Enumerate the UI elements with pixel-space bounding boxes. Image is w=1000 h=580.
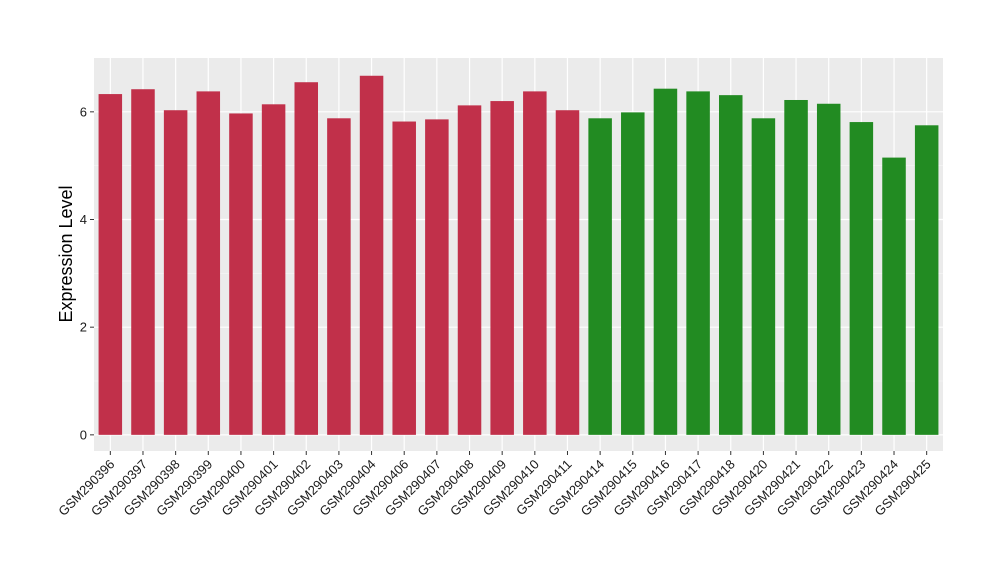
x-axis: GSM290396GSM290397GSM290398GSM290399GSM2… (55, 451, 934, 519)
bar (816, 103, 841, 435)
bar (849, 122, 874, 435)
y-axis-title: Expression Level (56, 185, 76, 322)
y-tick-label: 4 (80, 212, 87, 227)
bar (359, 75, 384, 435)
bar (653, 88, 678, 435)
bar (523, 91, 547, 435)
bar (425, 119, 449, 435)
bar (261, 104, 286, 435)
y-axis: 0 2 4 6 (80, 104, 94, 442)
bar (327, 118, 351, 435)
bar (457, 105, 482, 435)
y-tick-label: 2 (80, 320, 87, 335)
bars (98, 75, 939, 435)
bar (751, 118, 776, 435)
bar (686, 91, 710, 435)
bar (392, 121, 416, 435)
y-tick-label: 0 (80, 427, 87, 442)
bar (131, 89, 155, 435)
bar (196, 91, 221, 435)
bar (98, 94, 123, 435)
y-tick-label: 6 (80, 104, 87, 119)
bar (490, 101, 514, 435)
bar (784, 99, 808, 435)
bar (882, 157, 906, 435)
bar (718, 95, 743, 435)
bar (588, 118, 612, 435)
bar (555, 110, 580, 435)
bar (294, 82, 319, 435)
plot-panel (94, 58, 943, 451)
bar (163, 110, 188, 435)
bar (229, 113, 253, 435)
bar (914, 125, 939, 435)
bar (621, 112, 645, 435)
